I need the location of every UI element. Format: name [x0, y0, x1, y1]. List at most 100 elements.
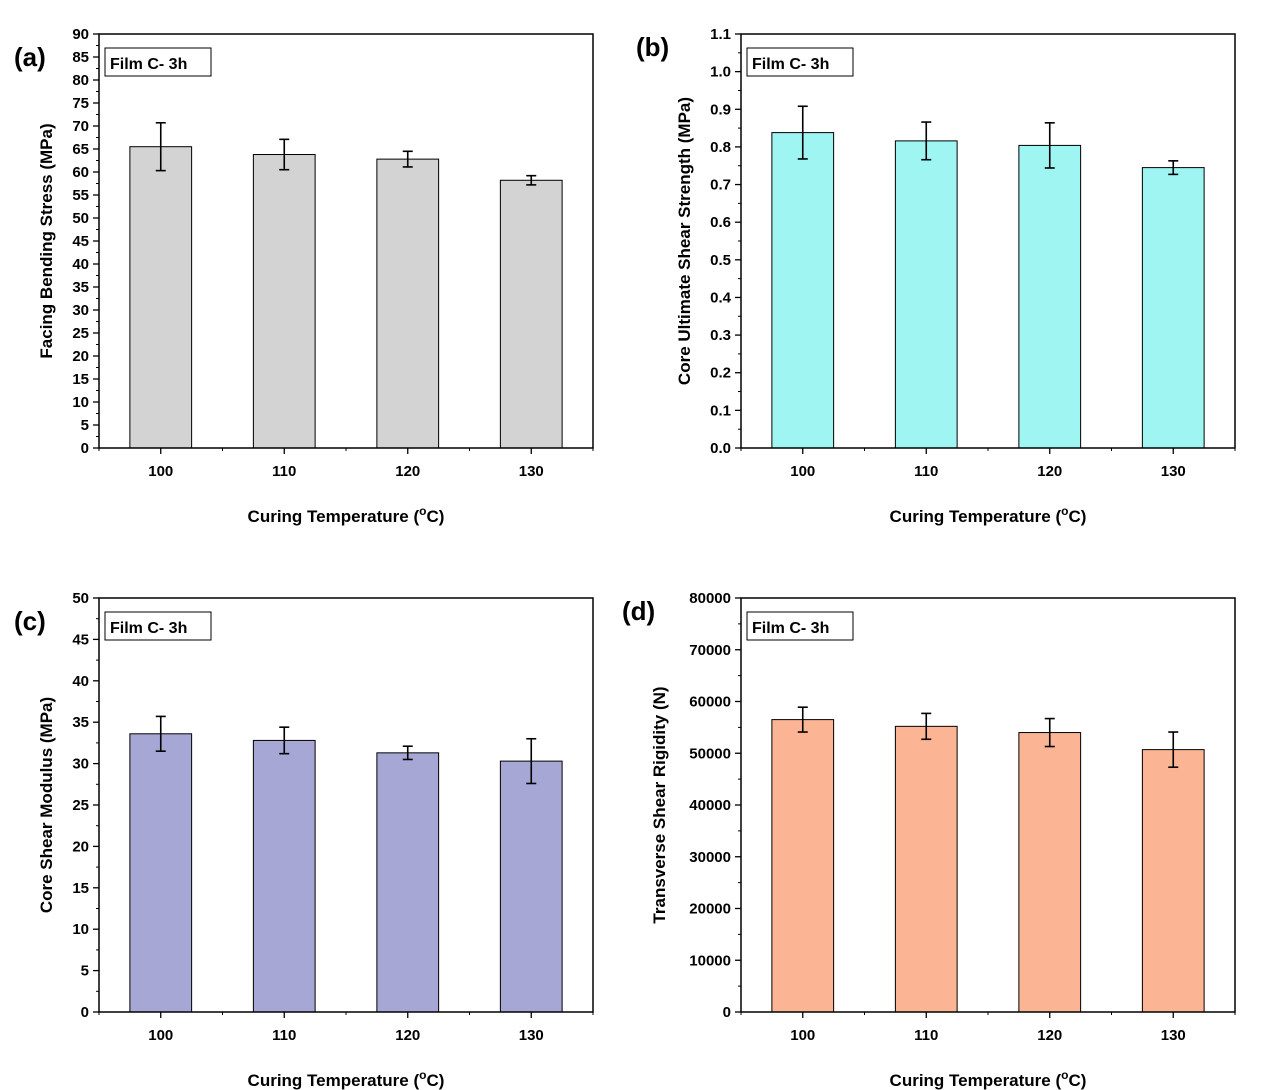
- x-axis-title-end: C): [426, 1071, 444, 1090]
- legend-text: Film C- 3h: [752, 620, 829, 637]
- chart-panel-c: 0 5 10 15 20 25 30 35 40 45 50 100 110 120 130 Curing T…: [14, 590, 594, 1090]
- x-axis-title-end: C): [1068, 507, 1086, 526]
- error-bar-120: [402, 745, 413, 761]
- x-tick-label: 130: [519, 463, 544, 480]
- x-tick-label: 110: [914, 463, 938, 480]
- error-bar-110: [921, 121, 932, 161]
- y-tick-label: 65: [72, 141, 89, 158]
- chart-panel-b: 0.0 0.1 0.2 0.3 0.4 0.5 0.6 0.7 0.8 0.9 1.0 1.1 100 1…: [636, 26, 1236, 526]
- x-tick-label: 100: [790, 463, 815, 480]
- y-tick-label: 0.2: [710, 365, 731, 382]
- chart-panel-d: 0 10000 20000 30000 40000 50000 60000 70000 8000…: [622, 590, 1236, 1090]
- y-tick-label: 10: [72, 921, 89, 938]
- bar-100: [129, 733, 193, 1013]
- error-bar-100: [797, 706, 808, 733]
- y-axis-title: Facing Bending Stress (MPa): [37, 123, 56, 358]
- y-tick-label: 0: [81, 1004, 89, 1021]
- legend-box: [746, 611, 854, 641]
- error-bar-100: [797, 105, 808, 160]
- error-bar-130: [526, 174, 537, 186]
- legend-box: [104, 47, 212, 77]
- bar-130: [1141, 167, 1205, 449]
- legend-text: Film C- 3h: [110, 56, 187, 73]
- y-tick-label: 35: [72, 714, 89, 731]
- error-bar-130: [1168, 731, 1179, 769]
- y-tick-label: 25: [72, 797, 89, 814]
- x-axis-title-superscript: o: [1061, 1068, 1068, 1082]
- bar-120: [1018, 732, 1082, 1013]
- bar-120: [376, 752, 440, 1013]
- y-tick-label: 0.5: [710, 252, 731, 269]
- error-bar-110: [921, 712, 932, 741]
- bar-100: [771, 719, 835, 1013]
- y-tick-label: 60000: [689, 694, 731, 711]
- legend: Film C- 3h: [746, 611, 854, 641]
- x-axis-title-superscript: o: [419, 504, 426, 518]
- y-tick-label: 20: [72, 348, 89, 365]
- x-axis-title-main: Curing Temperature (: [248, 507, 420, 526]
- error-bar-110: [279, 726, 290, 755]
- legend: Film C- 3h: [104, 611, 212, 641]
- x-tick-label: 100: [790, 1027, 815, 1044]
- y-tick-label: 45: [72, 233, 89, 250]
- legend-text: Film C- 3h: [110, 620, 187, 637]
- x-tick-label: 120: [395, 1027, 420, 1044]
- bar-100: [129, 146, 193, 449]
- y-tick-label: 50: [72, 210, 89, 227]
- x-tick-label: 120: [1037, 463, 1062, 480]
- legend-box: [104, 611, 212, 641]
- y-tick-label: 5: [81, 417, 89, 434]
- x-axis-title-superscript: o: [1061, 504, 1068, 518]
- panel-label: (d): [622, 596, 655, 626]
- y-tick-label: 35: [72, 279, 89, 296]
- y-tick-label: 10000: [689, 952, 731, 969]
- bar-110: [252, 739, 316, 1013]
- y-tick-label: 0.9: [710, 101, 731, 118]
- x-axis-title-end: C): [426, 507, 444, 526]
- x-axis-title: Curing Temperature (oC): [248, 504, 445, 526]
- y-axis-title: Transverse Shear Rigidity (N): [650, 686, 669, 923]
- y-tick-label: 20: [72, 838, 89, 855]
- bar-110: [252, 154, 316, 449]
- bar-120: [376, 158, 440, 449]
- y-tick-label: 40: [72, 256, 89, 273]
- y-tick-label: 70000: [689, 642, 731, 659]
- x-tick-label: 110: [914, 1027, 938, 1044]
- y-tick-label: 30000: [689, 849, 731, 866]
- y-tick-label: 15: [72, 371, 89, 388]
- panel-label: (b): [636, 32, 669, 62]
- y-tick-label: 0.7: [710, 177, 731, 194]
- y-tick-label: 1.0: [710, 64, 731, 81]
- error-bar-100: [155, 715, 166, 752]
- error-bar-130: [526, 737, 537, 785]
- y-axis-title: Core Ultimate Shear Strength (MPa): [675, 97, 694, 385]
- x-axis-title-main: Curing Temperature (: [890, 1071, 1062, 1090]
- y-tick-label: 55: [72, 187, 89, 204]
- x-axis-title-main: Curing Temperature (: [248, 1071, 420, 1090]
- y-tick-label: 50000: [689, 745, 731, 762]
- x-axis-title-superscript: o: [419, 1068, 426, 1082]
- bar-120: [1018, 144, 1082, 449]
- y-tick-label: 1.1: [710, 26, 731, 43]
- x-tick-label: 110: [272, 463, 296, 480]
- y-tick-label: 60: [72, 164, 89, 181]
- y-tick-label: 30: [72, 302, 89, 319]
- legend: Film C- 3h: [746, 47, 854, 77]
- bar-130: [499, 760, 563, 1013]
- y-tick-label: 0.1: [710, 402, 731, 419]
- x-tick-label: 110: [272, 1027, 296, 1044]
- y-axis-title: Core Shear Modulus (MPa): [37, 697, 56, 913]
- y-tick-label: 0: [81, 440, 89, 457]
- error-bar-100: [155, 121, 166, 172]
- x-tick-label: 100: [148, 463, 173, 480]
- x-axis-title: Curing Temperature (oC): [890, 504, 1087, 526]
- y-tick-label: 0.4: [710, 289, 732, 306]
- error-bar-130: [1168, 160, 1179, 176]
- y-tick-label: 0: [723, 1004, 731, 1021]
- x-axis-title-end: C): [1068, 1071, 1086, 1090]
- x-tick-label: 120: [1037, 1027, 1062, 1044]
- y-tick-label: 80000: [689, 590, 731, 607]
- y-tick-label: 20000: [689, 901, 731, 918]
- y-tick-label: 80: [72, 72, 89, 89]
